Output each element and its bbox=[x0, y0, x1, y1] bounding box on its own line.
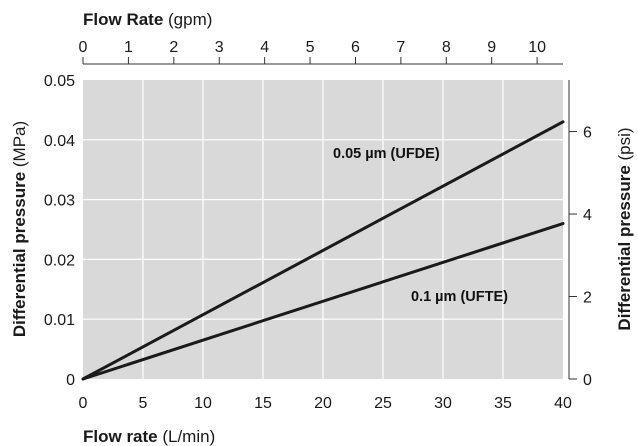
right-axis-title-unit: (psi) bbox=[615, 127, 634, 165]
left-axis-tick-label: 0.01 bbox=[44, 312, 75, 329]
left-axis-title-unit: (MPa) bbox=[10, 121, 29, 172]
top-axis-tick-label: 5 bbox=[306, 39, 315, 56]
left-axis-title-bold: Differential pressure bbox=[10, 172, 29, 337]
top-axis-tick-label: 1 bbox=[124, 39, 133, 56]
bottom-axis-title-unit: (L/min) bbox=[158, 427, 216, 446]
bottom-axis-title-bold: Flow rate bbox=[83, 427, 158, 446]
bottom-axis-tick-label: 20 bbox=[314, 395, 332, 412]
bottom-axis-tick-label: 35 bbox=[494, 395, 512, 412]
right-axis-title-bold: Differential pressure bbox=[615, 165, 634, 330]
top-axis-title: Flow Rate (gpm) bbox=[83, 10, 212, 29]
left-axis-tick-label: 0.04 bbox=[44, 133, 75, 150]
right-axis-tick-label: 0 bbox=[583, 372, 592, 389]
bottom-axis-tick-label: 30 bbox=[434, 395, 452, 412]
grid-lines bbox=[83, 80, 563, 379]
left-axis-tick-label: 0.02 bbox=[44, 252, 75, 269]
right-axis-tick-label: 6 bbox=[583, 125, 592, 142]
bottom-axis-tick-label: 10 bbox=[194, 395, 212, 412]
top-axis-tick-label: 7 bbox=[396, 39, 405, 56]
top-axis-tick-label: 8 bbox=[442, 39, 451, 56]
top-axis-tick-label: 10 bbox=[528, 39, 546, 56]
left-axis-tick-label: 0.05 bbox=[44, 73, 75, 90]
left-axis-title: Differential pressure (MPa) bbox=[10, 121, 29, 337]
top-axis-tick-label: 3 bbox=[215, 39, 224, 56]
bottom-axis-tick-label: 0 bbox=[79, 395, 88, 412]
top-axis-tick-label: 4 bbox=[260, 39, 269, 56]
bottom-axis-tick-label: 5 bbox=[139, 395, 148, 412]
series-label-ufde: 0.05 µm (UFDE) bbox=[333, 146, 440, 162]
right-axis-tick-label: 2 bbox=[583, 290, 592, 307]
bottom-axis-tick-label: 15 bbox=[254, 395, 272, 412]
top-axis-tick-label: 0 bbox=[79, 39, 88, 56]
right-axis-tick-label: 4 bbox=[583, 207, 592, 224]
top-axis-tick-label: 9 bbox=[487, 39, 496, 56]
left-axis-tick-label: 0 bbox=[66, 372, 75, 389]
top-axis-title-unit: (gpm) bbox=[163, 10, 212, 29]
left-axis-tick-label: 0.03 bbox=[44, 193, 75, 210]
top-axis-title-bold: Flow Rate bbox=[83, 10, 163, 29]
bottom-axis-tick-label: 40 bbox=[554, 395, 572, 412]
right-axis-title: Differential pressure (psi) bbox=[615, 127, 634, 330]
top-axis-tick-label: 2 bbox=[169, 39, 178, 56]
series-line-ufte bbox=[81, 222, 565, 381]
bottom-axis-tick-label: 25 bbox=[374, 395, 392, 412]
series-line-ufde bbox=[81, 120, 565, 381]
series-label-ufte: 0.1 µm (UFTE) bbox=[411, 289, 508, 305]
series-lines bbox=[81, 120, 565, 381]
bottom-axis-title: Flow rate (L/min) bbox=[83, 427, 215, 446]
top-axis-tick-label: 6 bbox=[351, 39, 360, 56]
